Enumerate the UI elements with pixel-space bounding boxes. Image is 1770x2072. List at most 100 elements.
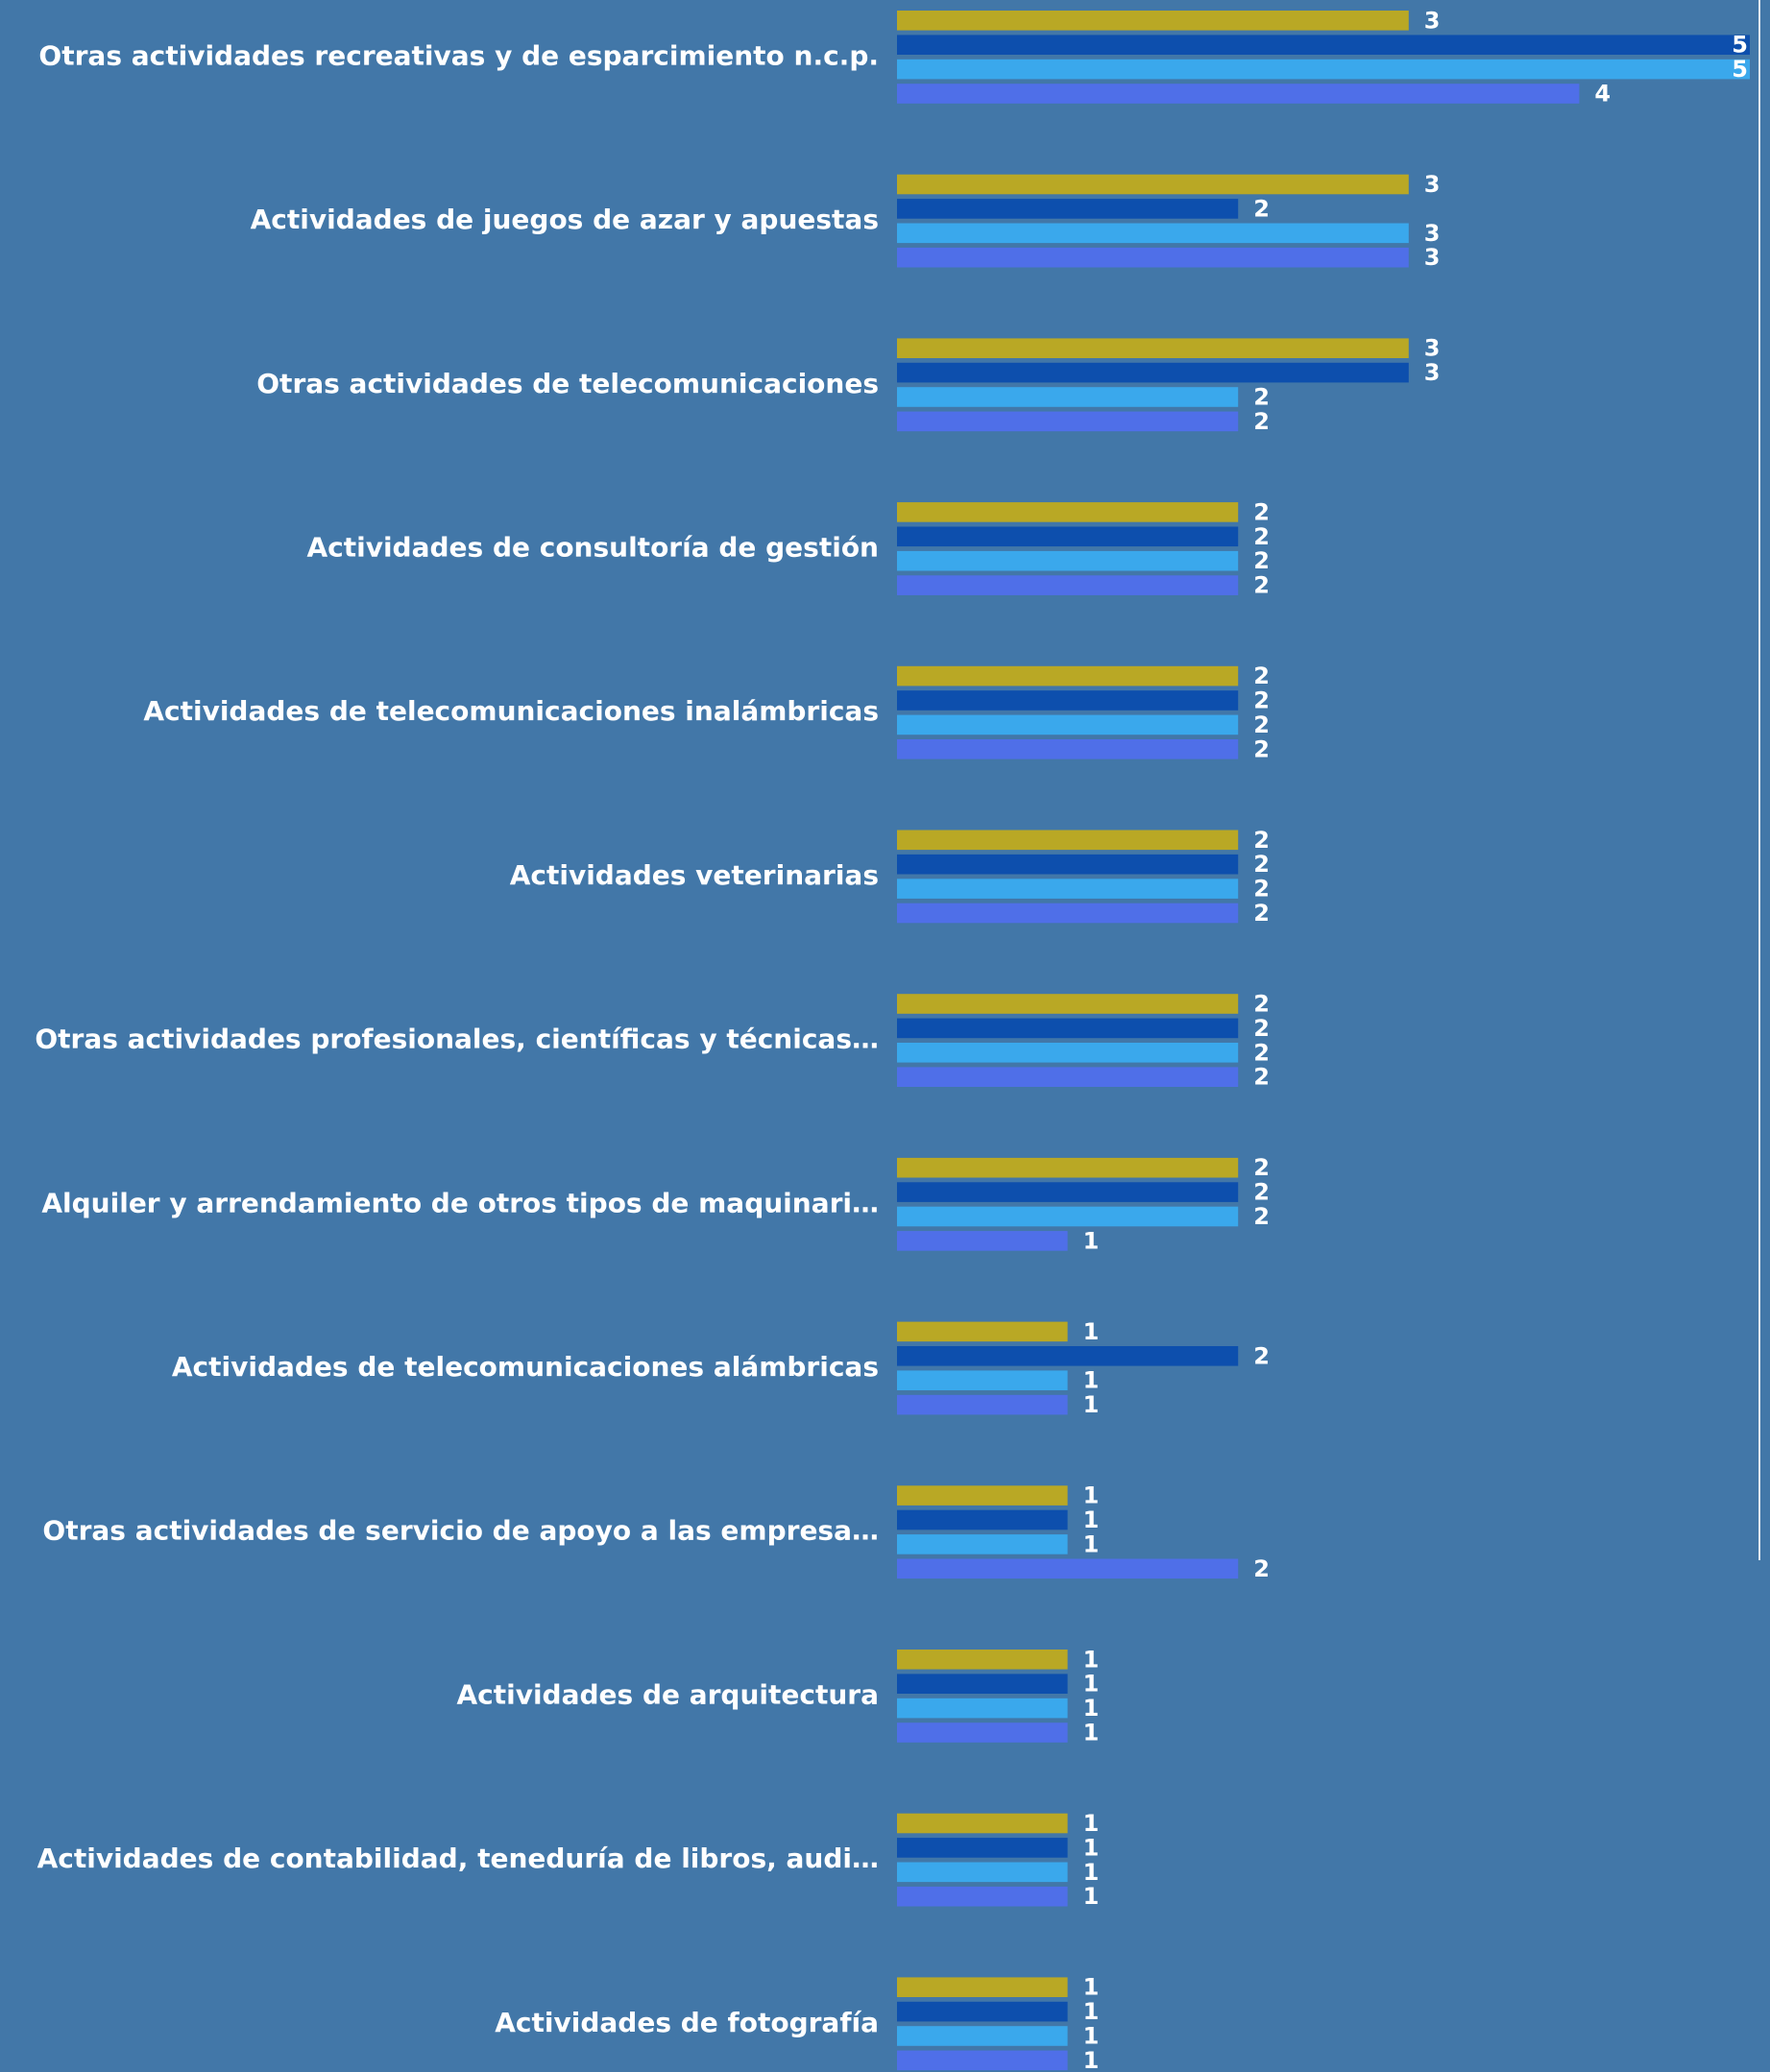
bar — [897, 387, 1239, 407]
category-label: Actividades de consultoría de gestión — [306, 532, 879, 564]
value-label: 2 — [1253, 1064, 1270, 1091]
bar — [897, 1182, 1239, 1202]
bar — [897, 739, 1239, 759]
value-label: 2 — [1253, 1555, 1270, 1582]
bar — [897, 1977, 1068, 1997]
category-label: Otras actividades profesionales, científ… — [35, 1024, 879, 1055]
bar — [897, 830, 1239, 851]
value-label: 2 — [1253, 384, 1270, 411]
bar — [897, 575, 1239, 595]
bar — [897, 502, 1239, 522]
value-label: 1 — [1083, 1834, 1100, 1861]
bar — [897, 247, 1409, 268]
value-label: 1 — [1083, 1391, 1100, 1418]
bar — [897, 1067, 1239, 1087]
bar — [897, 714, 1239, 735]
bar — [897, 199, 1239, 219]
bar — [897, 1838, 1068, 1858]
value-label: 2 — [1253, 547, 1270, 574]
value-label: 3 — [1424, 171, 1441, 198]
value-label: 1 — [1083, 1974, 1100, 2001]
value-label: 4 — [1594, 81, 1611, 108]
category-label: Actividades de telecomunicaciones alámbr… — [172, 1351, 879, 1383]
bar — [897, 1206, 1239, 1227]
bar — [897, 1723, 1068, 1743]
value-label: 1 — [1083, 1318, 1100, 1345]
value-label: 2 — [1253, 1154, 1270, 1181]
category-label: Otras actividades de servicio de apoyo a… — [42, 1515, 879, 1547]
value-label: 5 — [1732, 56, 1748, 83]
value-label: 1 — [1083, 1720, 1100, 1747]
bar — [897, 526, 1239, 547]
value-label: 3 — [1424, 335, 1441, 362]
value-label: 1 — [1083, 2047, 1100, 2072]
bar — [897, 1698, 1068, 1719]
bar — [897, 338, 1409, 358]
value-label: 1 — [1083, 1367, 1100, 1394]
bar — [897, 1813, 1068, 1834]
bar — [897, 1321, 1068, 1342]
bar — [897, 1018, 1239, 1039]
value-label: 1 — [1083, 1227, 1100, 1254]
value-label: 1 — [1083, 1810, 1100, 1837]
bar — [897, 35, 1750, 55]
value-label: 2 — [1253, 195, 1270, 222]
category-label: Actividades de contabilidad, teneduría d… — [37, 1843, 879, 1874]
bar — [897, 59, 1750, 80]
value-label: 2 — [1253, 735, 1270, 762]
category-label: Actividades de juegos de azar y apuestas — [251, 204, 879, 235]
bar — [897, 879, 1239, 899]
category-label: Actividades de telecomunicaciones inalám… — [143, 695, 879, 727]
value-label: 2 — [1253, 900, 1270, 927]
bar — [897, 174, 1409, 195]
bar — [897, 690, 1239, 711]
bar — [897, 994, 1239, 1014]
value-label: 3 — [1424, 244, 1441, 271]
bar — [897, 1043, 1239, 1063]
bar — [897, 2001, 1068, 2022]
value-label: 1 — [1083, 1883, 1100, 1910]
bar — [897, 362, 1409, 383]
bar — [897, 854, 1239, 875]
value-label: 2 — [1253, 1179, 1270, 1206]
category-label: Otras actividades recreativas y de espar… — [38, 39, 879, 71]
bar — [897, 1231, 1068, 1251]
bar — [897, 2026, 1068, 2046]
category-label: Actividades veterinarias — [510, 859, 879, 891]
category-label: Alquiler y arrendamiento de otros tipos … — [41, 1187, 879, 1218]
value-label: 3 — [1424, 359, 1441, 386]
bar — [897, 903, 1239, 924]
value-label: 2 — [1253, 498, 1270, 525]
bar — [897, 1534, 1068, 1554]
value-label: 1 — [1083, 1859, 1100, 1886]
value-label: 2 — [1253, 1039, 1270, 1066]
value-label: 5 — [1732, 32, 1748, 59]
bar — [897, 1394, 1068, 1415]
value-label: 2 — [1253, 523, 1270, 550]
bar — [897, 11, 1409, 31]
bar — [897, 665, 1239, 687]
bar — [897, 1485, 1068, 1506]
category-label: Actividades de fotografía — [495, 2007, 879, 2038]
bar — [897, 2050, 1068, 2071]
bar — [897, 1886, 1068, 1907]
category-label: Otras actividades de telecomunicaciones — [256, 368, 879, 399]
value-label: 2 — [1253, 572, 1270, 599]
bar — [897, 1157, 1239, 1178]
bar — [897, 223, 1409, 244]
value-label: 1 — [1083, 1482, 1100, 1509]
value-label: 2 — [1253, 711, 1270, 738]
bar — [897, 1650, 1068, 1670]
bar — [897, 1674, 1068, 1694]
value-label: 1 — [1083, 1646, 1100, 1673]
bar — [897, 1558, 1239, 1579]
value-label: 1 — [1083, 1998, 1100, 2025]
value-label: 1 — [1083, 1671, 1100, 1698]
value-label: 2 — [1253, 1015, 1270, 1042]
bar — [897, 1509, 1068, 1530]
value-label: 1 — [1083, 1506, 1100, 1533]
category-label: Actividades de arquitectura — [456, 1678, 879, 1710]
value-label: 2 — [1253, 1342, 1270, 1369]
